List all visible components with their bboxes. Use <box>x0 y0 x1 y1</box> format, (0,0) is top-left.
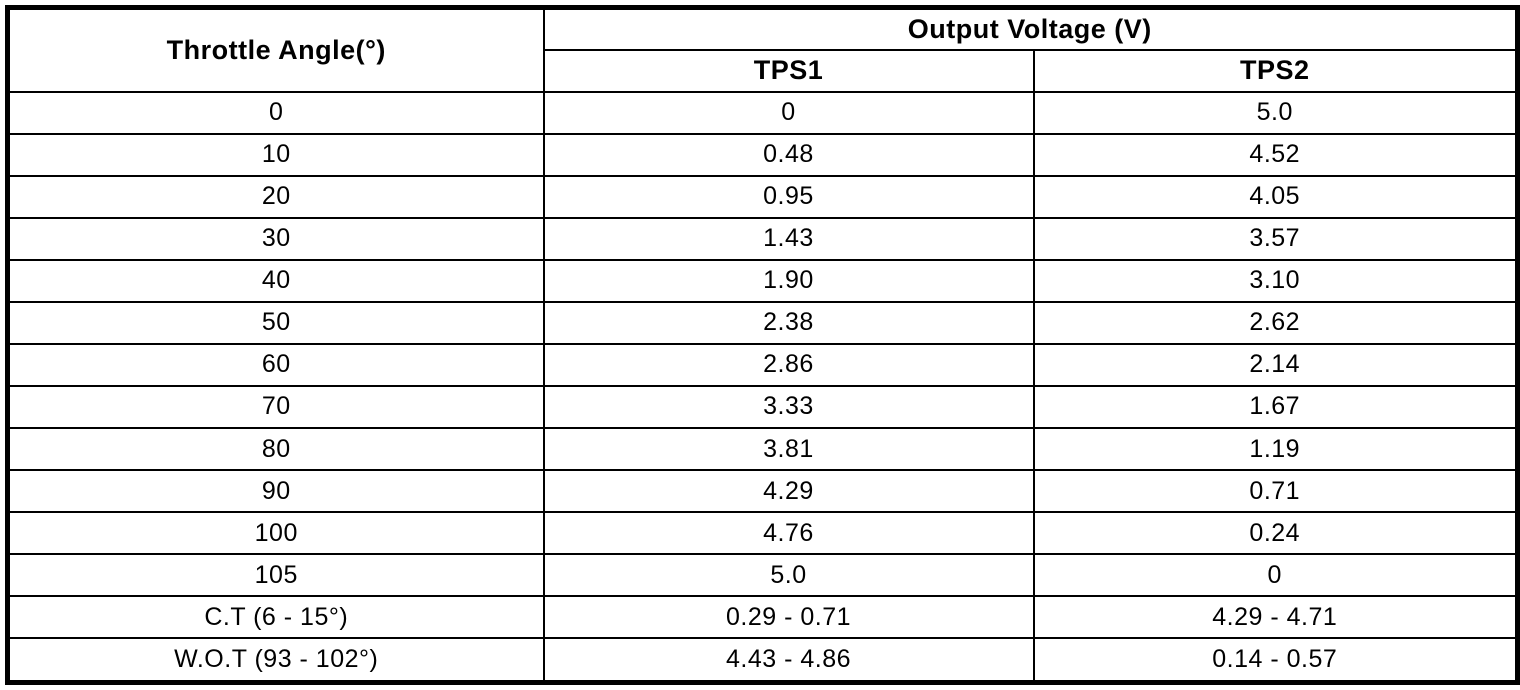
tps2-value-cell: 4.05 <box>1032 174 1519 219</box>
table-row: 105 5.0 0 <box>6 553 1519 598</box>
tps1-value-cell: 0.95 <box>542 174 1035 219</box>
throttle-angle-cell: 20 <box>6 174 545 219</box>
tps2-value-cell: 5.0 <box>1032 90 1519 135</box>
tps1-value-cell: 0 <box>542 90 1035 135</box>
table-row: 60 2.86 2.14 <box>6 342 1519 387</box>
tps2-value-cell: 4.52 <box>1032 132 1519 177</box>
tps1-value-cell: 4.76 <box>542 511 1035 556</box>
tps1-value-cell: 0.29 - 0.71 <box>542 595 1035 640</box>
tps1-value-cell: 1.90 <box>542 258 1035 303</box>
output-voltage-header: Output Voltage (V) <box>542 6 1519 51</box>
table-row: 0 0 5.0 <box>6 90 1519 135</box>
tps2-value-cell: 4.29 - 4.71 <box>1032 595 1519 640</box>
throttle-angle-cell: 80 <box>6 426 545 472</box>
tps1-value-cell: 1.43 <box>542 216 1035 261</box>
table-row: 10 0.48 4.52 <box>6 132 1519 177</box>
tps1-value-cell: 5.0 <box>542 553 1035 598</box>
tps1-value-cell: 3.33 <box>542 384 1035 430</box>
throttle-angle-cell: C.T (6 - 15°) <box>6 595 545 640</box>
tps2-value-cell: 0.71 <box>1032 469 1519 514</box>
tps1-value-cell: 3.81 <box>542 426 1035 472</box>
tps2-value-cell: 0 <box>1032 553 1519 598</box>
table-row: W.O.T (93 - 102°) 4.43 - 4.86 0.14 - 0.57 <box>6 637 1519 684</box>
table-row: 20 0.95 4.05 <box>6 174 1519 219</box>
tps2-value-cell: 2.62 <box>1032 300 1519 345</box>
tps2-value-cell: 0.24 <box>1032 511 1519 556</box>
table-row: 70 3.33 1.67 <box>6 384 1519 430</box>
table-row: 90 4.29 0.71 <box>6 469 1519 514</box>
tps2-value-cell: 2.14 <box>1032 342 1519 387</box>
throttle-angle-cell: 50 <box>6 300 545 345</box>
tps2-value-cell: 0.14 - 0.57 <box>1032 637 1519 684</box>
tps1-value-cell: 2.86 <box>542 342 1035 387</box>
throttle-angle-cell: 10 <box>6 132 545 177</box>
tps2-value-cell: 1.67 <box>1032 384 1519 430</box>
throttle-angle-cell: 70 <box>6 384 545 430</box>
throttle-angle-cell: 105 <box>6 553 545 598</box>
throttle-angle-cell: 100 <box>6 511 545 556</box>
tps1-value-cell: 4.29 <box>542 469 1035 514</box>
throttle-angle-cell: 0 <box>6 90 545 135</box>
throttle-angle-cell: 30 <box>6 216 545 261</box>
throttle-angle-cell: 90 <box>6 469 545 514</box>
header-row-group: Throttle Angle(°) Output Voltage (V) <box>6 6 1519 93</box>
table-row: 100 4.76 0.24 <box>6 511 1519 556</box>
table-row: C.T (6 - 15°) 0.29 - 0.71 4.29 - 4.71 <box>6 595 1519 640</box>
throttle-angle-cell: 40 <box>6 258 545 303</box>
tps2-value-cell: 1.19 <box>1032 426 1519 472</box>
throttle-angle-cell: W.O.T (93 - 102°) <box>6 637 545 684</box>
tps2-column-header: TPS2 <box>1032 48 1519 93</box>
tps-voltage-table: Throttle Angle(°) Output Voltage (V) TPS… <box>5 5 1520 685</box>
tps1-value-cell: 2.38 <box>542 300 1035 345</box>
table-row: 50 2.38 2.62 <box>6 300 1519 345</box>
tps1-value-cell: 4.43 - 4.86 <box>542 637 1035 684</box>
tps2-value-cell: 3.10 <box>1032 258 1519 303</box>
table-row: 40 1.90 3.10 <box>6 258 1519 303</box>
throttle-angle-cell: 60 <box>6 342 545 387</box>
header-row-subcolumns: TPS1 TPS2 <box>8 48 1519 93</box>
table-row: 30 1.43 3.57 <box>6 216 1519 261</box>
table-body: 0 0 5.0 10 0.48 4.52 20 0.95 4.05 30 1.43 3.57 40 1.9… <box>6 90 1519 684</box>
throttle-angle-header: Throttle Angle(°) <box>6 6 545 93</box>
table-row: 80 3.81 1.19 <box>6 426 1519 472</box>
tps1-value-cell: 0.48 <box>542 132 1035 177</box>
tps1-column-header: TPS1 <box>542 48 1035 93</box>
tps2-value-cell: 3.57 <box>1032 216 1519 261</box>
